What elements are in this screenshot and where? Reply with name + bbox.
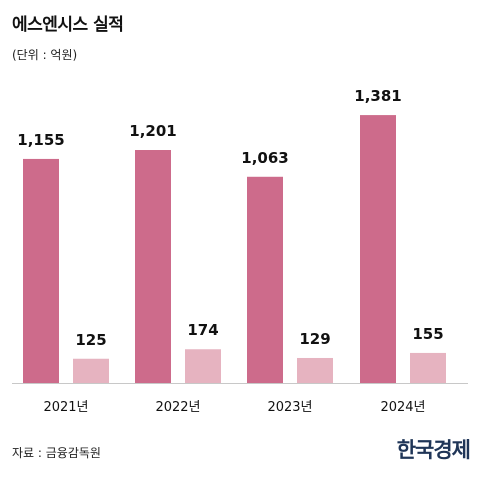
bar-series1-1 bbox=[135, 150, 171, 383]
bar-series2-0 bbox=[73, 358, 109, 383]
data-label-series1-2: 1,063 bbox=[241, 149, 288, 167]
bar-series1-0 bbox=[23, 158, 59, 383]
bar-series2-2 bbox=[297, 357, 333, 383]
data-label-series2-1: 174 bbox=[187, 321, 218, 339]
bar-series1-2 bbox=[247, 176, 283, 383]
bar-series2-3 bbox=[410, 352, 446, 383]
bar-series2-1 bbox=[185, 349, 221, 383]
x-tick-label-1: 2022년 bbox=[155, 400, 200, 415]
x-tick-label-3: 2024년 bbox=[380, 400, 425, 415]
bar-series1-3 bbox=[360, 115, 396, 383]
chart-title: 에스엔시스 실적 bbox=[12, 15, 124, 35]
source-note: 자료 : 금융감독원 bbox=[12, 446, 101, 460]
data-label-series2-0: 125 bbox=[75, 331, 106, 349]
data-label-series1-0: 1,155 bbox=[17, 131, 64, 149]
data-label-series2-2: 129 bbox=[299, 330, 330, 348]
data-label-series1-3: 1,381 bbox=[354, 87, 401, 105]
x-tick-label-0: 2021년 bbox=[43, 400, 88, 415]
data-label-series1-1: 1,201 bbox=[129, 122, 176, 140]
x-tick-label-2: 2023년 bbox=[267, 400, 312, 415]
data-label-series2-3: 155 bbox=[412, 325, 443, 343]
publisher-logo: 한국경제 bbox=[396, 437, 471, 462]
unit-label: (단위 : 억원) bbox=[12, 48, 78, 62]
